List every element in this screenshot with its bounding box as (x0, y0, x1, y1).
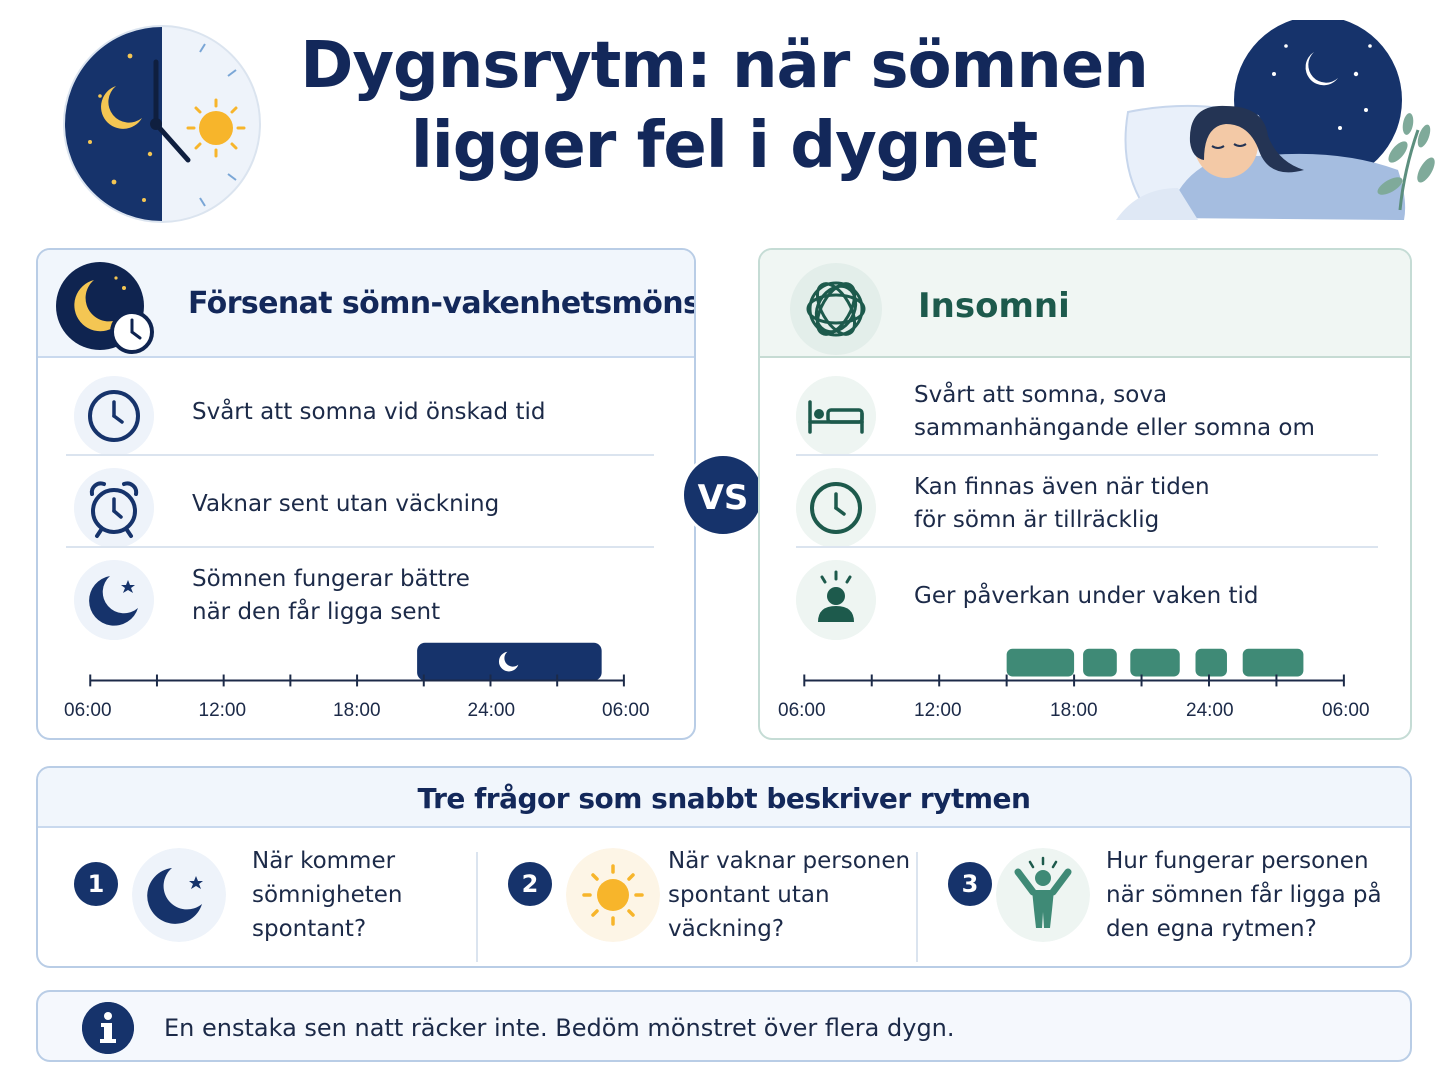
question-line: När vaknar personen (668, 848, 911, 874)
list-item-line: när den får ligga sent (192, 599, 441, 625)
sleep-block (1083, 648, 1117, 677)
list-item-line: sammanhängande eller somna om (914, 415, 1315, 441)
list-item-text: Kan finnas även när tiden för sömn är ti… (914, 458, 1210, 550)
info-bar: En enstaka sen natt räcker inte. Bedöm m… (36, 990, 1412, 1062)
delayed-sleep-panel-header: Försenat sömn-vakenhetsmönster (38, 250, 694, 358)
page-title-line-1: Dygnsrytm: när sömnen (300, 29, 1149, 103)
question-text: När vaknar personen spontant utan väckni… (668, 844, 910, 946)
insomnia-panel: Insomni Svårt att somna, sova sammanhäng… (758, 248, 1412, 740)
moon-star-icon (74, 560, 154, 640)
divider (66, 546, 654, 548)
list-item-line: Sömnen fungerar bättre (192, 566, 470, 592)
timeline-tick-label: 06:00 (602, 700, 650, 721)
list-item: Svårt att somna, sova sammanhängande ell… (788, 366, 1388, 458)
questions-title: Tre frågor som snabbt beskriver rytmen (38, 768, 1410, 828)
list-item-line: för sömn är tillräcklig (914, 507, 1160, 533)
question-line: den egna rytmen? (1106, 916, 1317, 942)
list-item-line: Svårt att somna, sova (914, 382, 1168, 408)
timeline-tick-label: 06:00 (778, 700, 826, 721)
timeline-tick-label: 24:00 (467, 700, 516, 721)
sleep-block (1130, 648, 1180, 677)
tangled-thoughts-icon (790, 263, 882, 355)
divider (916, 852, 918, 962)
sleep-block (1195, 648, 1227, 677)
sleep-block (417, 642, 602, 681)
page-title: Dygnsrytm: när sömnen ligger fel i dygne… (300, 26, 1149, 186)
question-line: spontant utan (668, 882, 830, 908)
question-line: när sömnen får ligga på (1106, 882, 1382, 908)
question-line: sömnigheten (252, 882, 403, 908)
sun-icon (566, 848, 660, 942)
question-number: 3 (948, 862, 992, 906)
timeline-tick-label: 24:00 (1186, 700, 1234, 721)
list-item-line: Vaknar sent utan väckning (192, 490, 500, 517)
list-item: Svårt att somna vid önskad tid (66, 366, 666, 458)
list-item: Vaknar sent utan väckning (66, 458, 666, 550)
person-alert-icon (796, 560, 876, 640)
page-title-line-2: ligger fel i dygnet (410, 109, 1038, 183)
sleep-block (1006, 648, 1075, 677)
info-icon (82, 1002, 134, 1054)
question-line: väckning? (668, 916, 785, 942)
delayed-sleep-title: Försenat sömn-vakenhetsmönster (188, 286, 696, 321)
moon-icon (498, 651, 519, 672)
question-item: 2 När vaknar personen spontant utan väck… (508, 844, 928, 960)
insomnia-title: Insomni (918, 286, 1070, 326)
clock-icon (796, 468, 876, 548)
timeline-tick-label: 18:00 (333, 700, 381, 721)
timeline-tick-label: 06:00 (1322, 700, 1370, 721)
question-line: Hur fungerar personen (1106, 848, 1369, 874)
sleep-block (1242, 648, 1304, 677)
clock-icon (74, 376, 154, 456)
list-item-text: Vaknar sent utan väckning (192, 458, 499, 550)
timeline-tick-label: 12:00 (198, 700, 247, 721)
vs-badge: VS (681, 453, 765, 537)
alarm-clock-icon (74, 468, 154, 548)
divider (66, 454, 654, 456)
divider (476, 852, 478, 962)
list-item-line: Kan finnas även när tiden (914, 474, 1210, 500)
list-item: Kan finnas även när tiden för sömn är ti… (788, 458, 1388, 550)
timeline-tick-label: 06:00 (64, 700, 112, 721)
insomnia-panel-header: Insomni (760, 250, 1410, 358)
delayed-sleep-panel: Försenat sömn-vakenhetsmönster Svårt att… (36, 248, 696, 740)
divider (796, 454, 1378, 456)
info-text: En enstaka sen natt räcker inte. Bedöm m… (164, 1014, 955, 1042)
list-item-text: Svårt att somna, sova sammanhängande ell… (914, 366, 1315, 458)
questions-panel: Tre frågor som snabbt beskriver rytmen 1… (36, 766, 1412, 968)
moon-clock-icon (56, 262, 154, 354)
sleeping-person-icon (1116, 20, 1435, 220)
list-item-text: Svårt att somna vid önskad tid (192, 366, 545, 458)
question-number: 2 (508, 862, 552, 906)
list-item-text: Ger påverkan under vaken tid (914, 550, 1258, 642)
list-item: Sömnen fungerar bättre när den får ligga… (66, 550, 666, 642)
question-text: När kommer sömnigheten spontant? (252, 844, 403, 946)
question-number: 1 (74, 862, 118, 906)
list-item-text: Sömnen fungerar bättre när den får ligga… (192, 550, 470, 642)
timeline-tick-label: 12:00 (914, 700, 962, 721)
day-night-clock-icon (63, 25, 261, 223)
question-line: När kommer (252, 848, 396, 874)
list-item: Ger påverkan under vaken tid (788, 550, 1388, 642)
divider (796, 546, 1378, 548)
person-cheering-icon (996, 848, 1090, 942)
bed-icon (796, 376, 876, 456)
moon-star-icon (132, 848, 226, 942)
question-item: 1 När kommer sömnigheten spontant? (74, 844, 474, 960)
question-text: Hur fungerar personen när sömnen får lig… (1106, 844, 1382, 946)
list-item-line: Ger påverkan under vaken tid (914, 582, 1259, 609)
question-item: 3 Hur fungerar personen när sömnen får l… (948, 844, 1388, 960)
timeline-tick-label: 18:00 (1050, 700, 1098, 721)
list-item-line: Svårt att somna vid önskad tid (192, 398, 546, 425)
question-line: spontant? (252, 916, 367, 942)
